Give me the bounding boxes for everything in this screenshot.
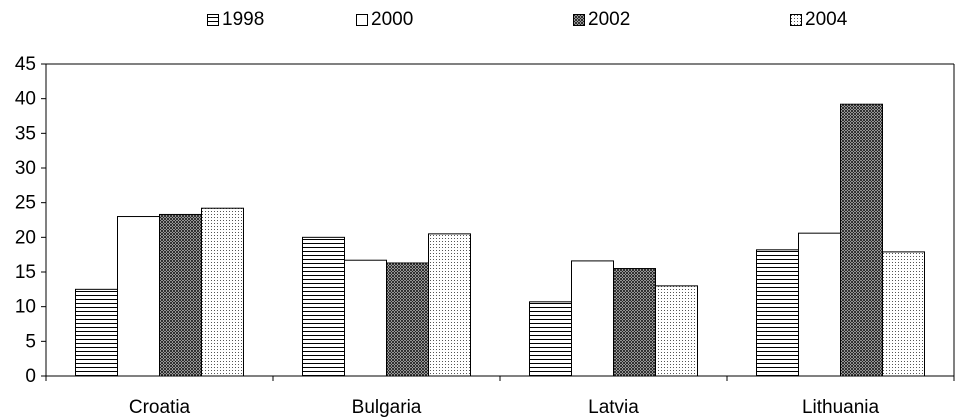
bar-2004-bulgaria xyxy=(428,233,471,377)
legend-label-2002: 2002 xyxy=(588,9,631,30)
bar-1998-croatia xyxy=(75,288,118,377)
chart-legend: 1998 2000 2002 2004 xyxy=(0,9,976,35)
bar-2004-croatia xyxy=(201,207,244,377)
y-tick-label: 45 xyxy=(15,54,36,75)
y-tick-label: 5 xyxy=(25,331,36,352)
y-tick-label: 40 xyxy=(15,89,36,110)
y-tick-label: 35 xyxy=(15,123,36,144)
bar-1998-bulgaria xyxy=(302,236,345,377)
legend-item-1998: 1998 xyxy=(207,9,264,31)
legend-swatch-1998 xyxy=(207,14,219,26)
legend-label-2000: 2000 xyxy=(371,9,414,30)
legend-label-1998: 1998 xyxy=(222,9,265,30)
legend-swatch-2002 xyxy=(573,14,585,26)
y-tick-label: 20 xyxy=(15,227,36,248)
bar-2004-lithuania xyxy=(882,251,925,377)
bar-2000-croatia xyxy=(117,216,160,377)
bar-2004-latvia xyxy=(655,285,698,377)
legend-swatch-2000 xyxy=(356,14,368,26)
bar-1998-lithuania xyxy=(756,249,799,377)
y-tick-label: 15 xyxy=(15,262,36,283)
x-category-label: Latvia xyxy=(588,397,639,418)
bar-2002-croatia xyxy=(159,213,202,377)
bar-1998-latvia xyxy=(529,301,572,377)
bar-2000-latvia xyxy=(571,260,614,377)
x-category-label: Lithuania xyxy=(802,397,880,418)
bar-2002-latvia xyxy=(613,268,656,377)
y-tick-label: 10 xyxy=(15,297,36,318)
legend-item-2000: 2000 xyxy=(356,9,413,31)
y-tick-label: 0 xyxy=(25,366,36,387)
legend-swatch-2004 xyxy=(790,14,802,26)
bar-2000-lithuania xyxy=(798,232,841,377)
y-tick-label: 25 xyxy=(15,193,36,214)
bar-2000-bulgaria xyxy=(344,259,387,377)
x-category-label: Croatia xyxy=(129,397,191,418)
plot-area: 0 5 10 15 20 25 30 35 40 45 Croatia Bulgaria Latvia L… xyxy=(15,54,955,418)
x-category-label: Bulgaria xyxy=(352,397,422,418)
y-tick-label: 30 xyxy=(15,158,36,179)
bar-2002-lithuania xyxy=(840,103,883,377)
bar-2002-bulgaria xyxy=(386,262,429,377)
legend-item-2004: 2004 xyxy=(790,9,847,31)
legend-label-2004: 2004 xyxy=(805,9,848,30)
legend-item-2002: 2002 xyxy=(573,9,630,31)
